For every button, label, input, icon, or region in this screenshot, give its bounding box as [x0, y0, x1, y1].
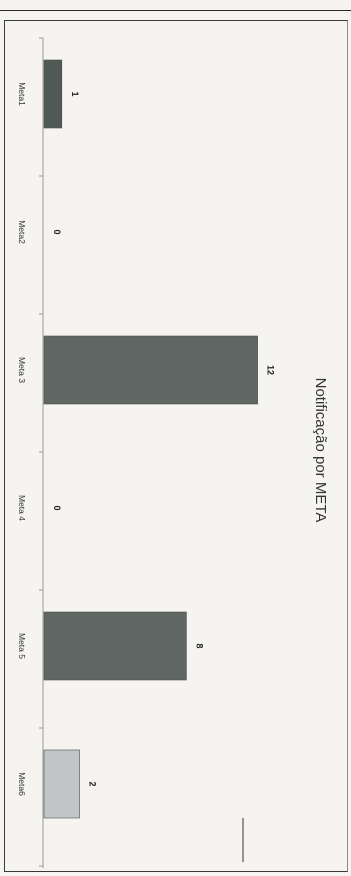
bar-meta3: [43, 335, 258, 405]
category-label-meta6: Meta6: [17, 772, 27, 796]
bar-series: [43, 59, 258, 819]
data-label-meta3: 12: [266, 365, 276, 375]
category-label-meta2: Meta2: [17, 220, 27, 244]
category-label-meta1: Meta1: [17, 82, 27, 106]
category-label-meta4: Meta 4: [17, 495, 27, 521]
chart-frame: [4, 20, 348, 872]
data-label-meta5: 8: [194, 643, 204, 648]
category-label-meta3: Meta 3: [17, 357, 27, 383]
data-label-meta1: 1: [70, 91, 80, 96]
bar-meta5: [43, 611, 187, 681]
data-label-meta6: 2: [88, 781, 98, 786]
chart-title: Notificação por META: [312, 378, 329, 523]
page-top-rule: [0, 10, 351, 11]
category-label-meta5: Meta 5: [17, 633, 27, 659]
data-label-meta4: 0: [52, 505, 62, 510]
data-label-meta2: 0: [52, 229, 62, 234]
data-labels: 1 0 12 0 8 2: [52, 91, 276, 786]
category-labels: Meta1 Meta2 Meta 3 Meta 4 Meta 5 Meta6: [17, 82, 27, 796]
bar-meta6: [43, 749, 80, 819]
category-axis-ticks: [39, 37, 43, 867]
bar-meta1: [43, 59, 63, 129]
